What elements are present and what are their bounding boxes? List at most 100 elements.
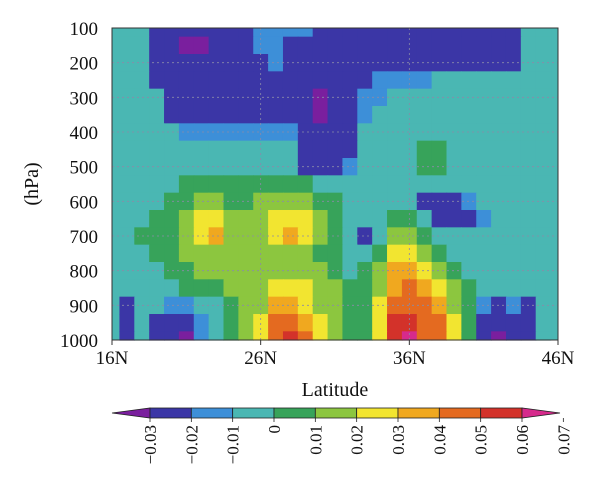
heatmap-cell (238, 158, 254, 176)
heatmap-cell (253, 296, 269, 315)
heatmap-cell (491, 244, 507, 263)
heatmap-cell (134, 314, 150, 332)
heatmap-cell (238, 192, 254, 211)
heatmap-cell (223, 140, 239, 159)
heatmap-cell (178, 71, 195, 90)
heatmap-cell (208, 28, 225, 38)
heatmap-cell (446, 296, 462, 315)
heatmap-cell (327, 262, 344, 280)
heatmap-cell (416, 71, 433, 90)
heatmap-cell (357, 279, 373, 298)
heatmap-cell (164, 279, 180, 298)
heatmap-cell (208, 123, 225, 142)
heatmap-cell (461, 106, 477, 124)
heatmap-cell (312, 158, 329, 176)
heatmap-cell (149, 54, 165, 72)
heatmap-cell (357, 158, 373, 176)
heatmap-cell (178, 331, 195, 341)
heatmap-cell (119, 314, 135, 332)
heatmap-cell (268, 158, 284, 176)
heatmap-cell (446, 192, 462, 211)
heatmap-cell (357, 192, 373, 211)
heatmap-cell (178, 28, 195, 38)
heatmap-cell (505, 36, 522, 55)
heatmap-cell (223, 36, 239, 55)
heatmap-cell (416, 54, 433, 72)
heatmap-cell (134, 175, 150, 194)
heatmap-cell (238, 71, 254, 90)
heatmap-cell (268, 314, 284, 332)
heatmap-cell (327, 36, 344, 55)
heatmap-cell (535, 175, 552, 194)
heatmap-cell (193, 28, 210, 38)
y-tick-label: 400 (70, 123, 99, 144)
heatmap-cell (491, 106, 507, 124)
heatmap-cell (134, 36, 150, 55)
heatmap-cell (520, 36, 537, 55)
heatmap-cell (461, 71, 477, 90)
heatmap-cell (372, 314, 388, 332)
heatmap-cell (164, 210, 180, 228)
x-tick-label: 26N (244, 348, 277, 369)
heatmap-cell (312, 140, 329, 159)
heatmap-cell (372, 28, 388, 38)
heatmap-cell (193, 262, 210, 280)
heatmap-cell (372, 54, 388, 72)
heatmap-cell (372, 192, 388, 211)
heatmap-cell (282, 175, 299, 194)
heatmap-cell (520, 140, 537, 159)
heatmap-cell (535, 314, 552, 332)
heatmap-cell (401, 28, 418, 38)
heatmap-cell (193, 123, 210, 142)
heatmap-cell (193, 296, 210, 315)
heatmap-cell (164, 331, 180, 341)
heatmap-cell (446, 71, 462, 90)
heatmap-cell (149, 71, 165, 90)
heatmap-cell (253, 192, 269, 211)
heatmap-cell (387, 227, 403, 246)
heatmap-cell (535, 71, 552, 90)
colorbar-tick-label: 0 (265, 425, 284, 434)
heatmap-cell (401, 158, 418, 176)
heatmap-cell (342, 36, 358, 55)
heatmap-cell (357, 210, 373, 228)
heatmap-cell (223, 244, 239, 263)
heatmap-cell (505, 331, 522, 341)
heatmap-cell (520, 71, 537, 90)
heatmap-cell (520, 244, 537, 263)
heatmap-cell (149, 106, 165, 124)
heatmap-cell (461, 244, 477, 263)
heatmap-cell (446, 140, 462, 159)
y-axis-label: (hPa) (21, 162, 43, 205)
heatmap-cell (178, 140, 195, 159)
colorbar-tick-label: 0.01 (306, 425, 325, 455)
heatmap-cell (193, 175, 210, 194)
heatmap-cell (372, 71, 388, 90)
heatmap-cell (208, 175, 225, 194)
heatmap-cell (268, 192, 284, 211)
heatmap-cell (268, 71, 284, 90)
heatmap-cell (282, 158, 299, 176)
heatmap-cell (134, 244, 150, 263)
heatmap-cell (491, 279, 507, 298)
heatmap-cell (535, 140, 552, 159)
heatmap-cell (268, 54, 284, 72)
heatmap-cell (431, 28, 448, 38)
heatmap-cell (238, 331, 254, 341)
heatmap-cell (342, 262, 358, 280)
heatmap-cell (164, 296, 180, 315)
heatmap-cell (387, 244, 403, 263)
heatmap-cell (238, 28, 254, 38)
heatmap-cell (208, 227, 225, 246)
heatmap-cell (446, 331, 462, 341)
heatmap-cell (342, 314, 358, 332)
heatmap-cell (282, 36, 299, 55)
heatmap-cell (476, 331, 492, 341)
heatmap-cell (416, 296, 433, 315)
heatmap-cell (431, 36, 448, 55)
heatmap-cell (491, 314, 507, 332)
heatmap-cell (357, 71, 373, 90)
heatmap-cell (535, 210, 552, 228)
heatmap-cell (461, 262, 477, 280)
heatmap-cell (357, 227, 373, 246)
